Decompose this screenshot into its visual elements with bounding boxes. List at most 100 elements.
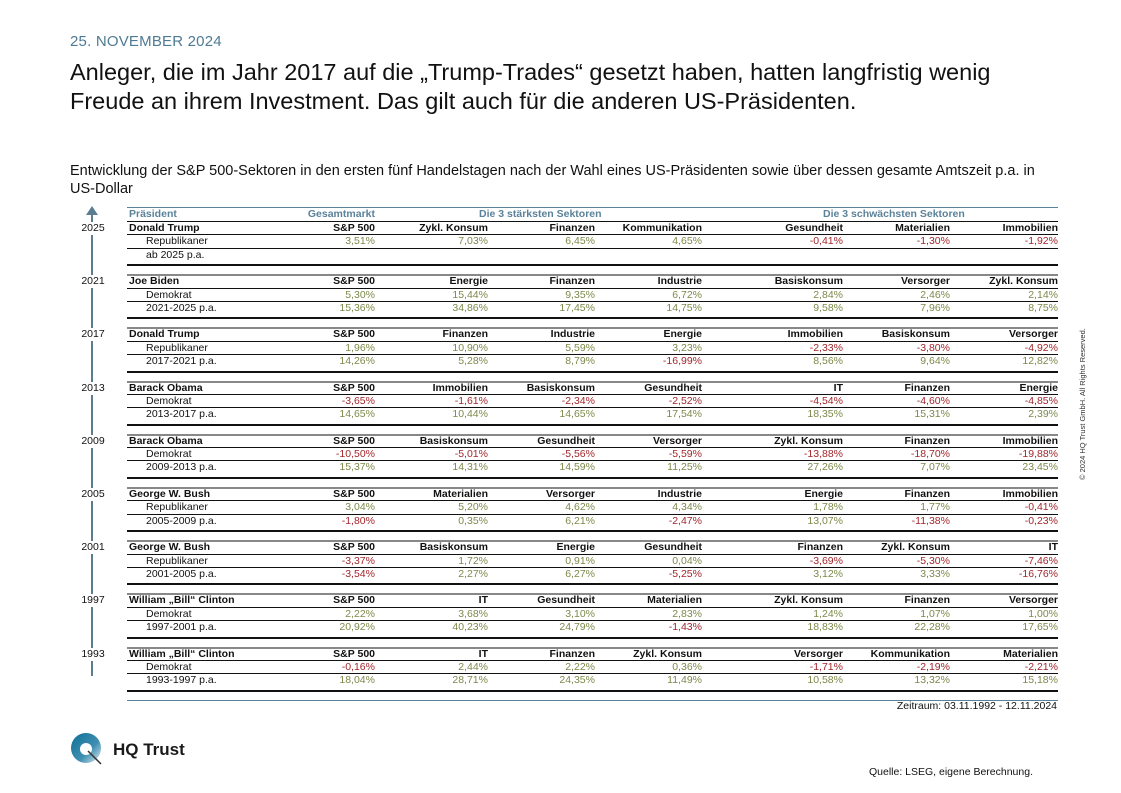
term-return: 2,39% <box>1028 408 1058 421</box>
timeline-year: 2013 <box>78 381 108 395</box>
five-day-return: 1,72% <box>458 554 488 567</box>
five-day-return: -1,61% <box>454 394 488 407</box>
term-label: 2017-2021 p.a. <box>146 355 217 367</box>
president-sector-table: Präsident Gesamtmarkt Die 3 stärksten Sekt… <box>127 207 1058 707</box>
sector-name: Finanzen <box>904 594 950 607</box>
divider <box>127 287 1058 289</box>
logo-text: HQ Trust <box>113 740 185 759</box>
term-return: 5,28% <box>458 355 488 367</box>
sector-name: Finanzen <box>904 434 950 447</box>
divider <box>127 370 1058 373</box>
sector-name: IT <box>1048 541 1058 554</box>
term-return: -1,80% <box>341 514 375 527</box>
divider <box>127 460 1058 462</box>
five-day-return: 2,84% <box>813 288 843 301</box>
sector-name: Energie <box>804 488 843 500</box>
term-return: 14,59% <box>559 461 595 474</box>
timeline-year: 2001 <box>78 541 108 555</box>
sector-name: IT <box>478 594 488 607</box>
sector-name: Gesundheit <box>644 541 702 554</box>
timeline-year: 1997 <box>78 594 108 608</box>
five-day-return: -3,37% <box>341 554 375 567</box>
term-return: 17,65% <box>1022 621 1058 633</box>
term-return: 14,65% <box>339 408 375 421</box>
five-day-return: -0,41% <box>809 235 843 248</box>
sector-name: Versorger <box>1008 594 1058 607</box>
sector-name: Finanzen <box>549 275 595 288</box>
header-weakest: Die 3 schwächsten Sektoren <box>823 208 965 220</box>
sector-name: Energie <box>663 328 702 341</box>
party-label: Republikaner <box>146 341 208 354</box>
five-day-return: -5,30% <box>916 554 950 567</box>
term-return: 0,35% <box>458 514 488 527</box>
sector-name: S&P 500 <box>333 434 375 447</box>
five-day-return: -4,54% <box>809 394 843 407</box>
term-return: 10,58% <box>807 674 843 687</box>
term-return: 15,37% <box>339 461 375 474</box>
sector-name: S&P 500 <box>333 488 375 500</box>
five-day-return: 5,30% <box>345 288 375 301</box>
sector-name: Immobilien <box>1002 488 1058 500</box>
five-day-return: -3,80% <box>916 341 950 354</box>
term-return: 17,45% <box>559 301 595 314</box>
sector-name: Zykl. Konsum <box>419 222 488 234</box>
five-day-return: -0,16% <box>341 660 375 673</box>
five-day-return: -10,50% <box>335 448 375 461</box>
sector-name: Zykl. Konsum <box>774 594 843 607</box>
five-day-return: 3,51% <box>345 235 375 248</box>
term-return: 11,49% <box>667 674 702 687</box>
divider <box>127 583 1058 586</box>
five-day-return: 2,22% <box>565 660 595 673</box>
president-name: Barack Obama <box>129 434 203 447</box>
five-day-return: 15,44% <box>452 288 488 301</box>
sector-name: Kommunikation <box>870 647 950 660</box>
president-name: George W. Bush <box>129 541 211 554</box>
five-day-return: 2,44% <box>458 660 488 673</box>
sector-name: Industrie <box>657 275 702 288</box>
five-day-return: -2,33% <box>809 341 843 354</box>
sector-name: IT <box>478 647 488 660</box>
term-return: 15,31% <box>914 408 950 421</box>
five-day-return: -2,19% <box>916 660 950 673</box>
term-return: 6,21% <box>565 514 595 527</box>
five-day-return: -2,52% <box>668 394 702 407</box>
divider <box>127 447 1058 449</box>
term-return: -16,99% <box>662 355 702 367</box>
sector-name: Immobilien <box>1002 222 1058 234</box>
divider <box>127 513 1058 515</box>
sector-name: Zykl. Konsum <box>881 541 950 554</box>
subtitle: Entwicklung der S&P 500-Sektoren in den … <box>70 163 1035 197</box>
hq-trust-logo-icon <box>71 733 102 765</box>
term-return: 18,35% <box>807 408 843 421</box>
five-day-return: 2,83% <box>672 607 702 620</box>
party-label: Republikaner <box>146 501 208 514</box>
sector-name: Zykl. Konsum <box>989 275 1058 288</box>
five-day-return: 2,46% <box>920 288 950 301</box>
divider <box>127 553 1058 555</box>
term-label: 2009-2013 p.a. <box>146 461 217 474</box>
term-return: 23,45% <box>1022 461 1058 474</box>
sector-name: Finanzen <box>549 222 595 234</box>
president-name: William „Bill“ Clinton <box>129 647 235 660</box>
term-return: 24,79% <box>559 621 595 633</box>
sector-name: Materialien <box>647 594 702 607</box>
five-day-return: 3,10% <box>565 607 595 620</box>
five-day-return: 4,34% <box>672 501 702 514</box>
divider <box>127 274 1058 277</box>
five-day-return: -18,70% <box>910 448 950 461</box>
term-return: 24,35% <box>559 674 595 687</box>
term-label: ab 2025 p.a. <box>146 248 205 261</box>
term-return: 7,96% <box>920 301 950 314</box>
term-return: 9,64% <box>920 355 950 367</box>
five-day-return: 10,90% <box>452 341 488 354</box>
copyright-note: © 2024 HQ Trust GmbH. All Rights Reserve… <box>1078 328 1087 480</box>
divider <box>127 540 1058 543</box>
sector-name: Basiskonsum <box>419 541 488 554</box>
divider <box>127 620 1058 621</box>
sector-name: Finanzen <box>442 328 488 341</box>
divider <box>127 689 1058 692</box>
term-return: 14,65% <box>559 408 595 421</box>
divider <box>127 566 1058 568</box>
divider <box>127 659 1058 661</box>
header-market: Gesamtmarkt <box>307 208 375 220</box>
